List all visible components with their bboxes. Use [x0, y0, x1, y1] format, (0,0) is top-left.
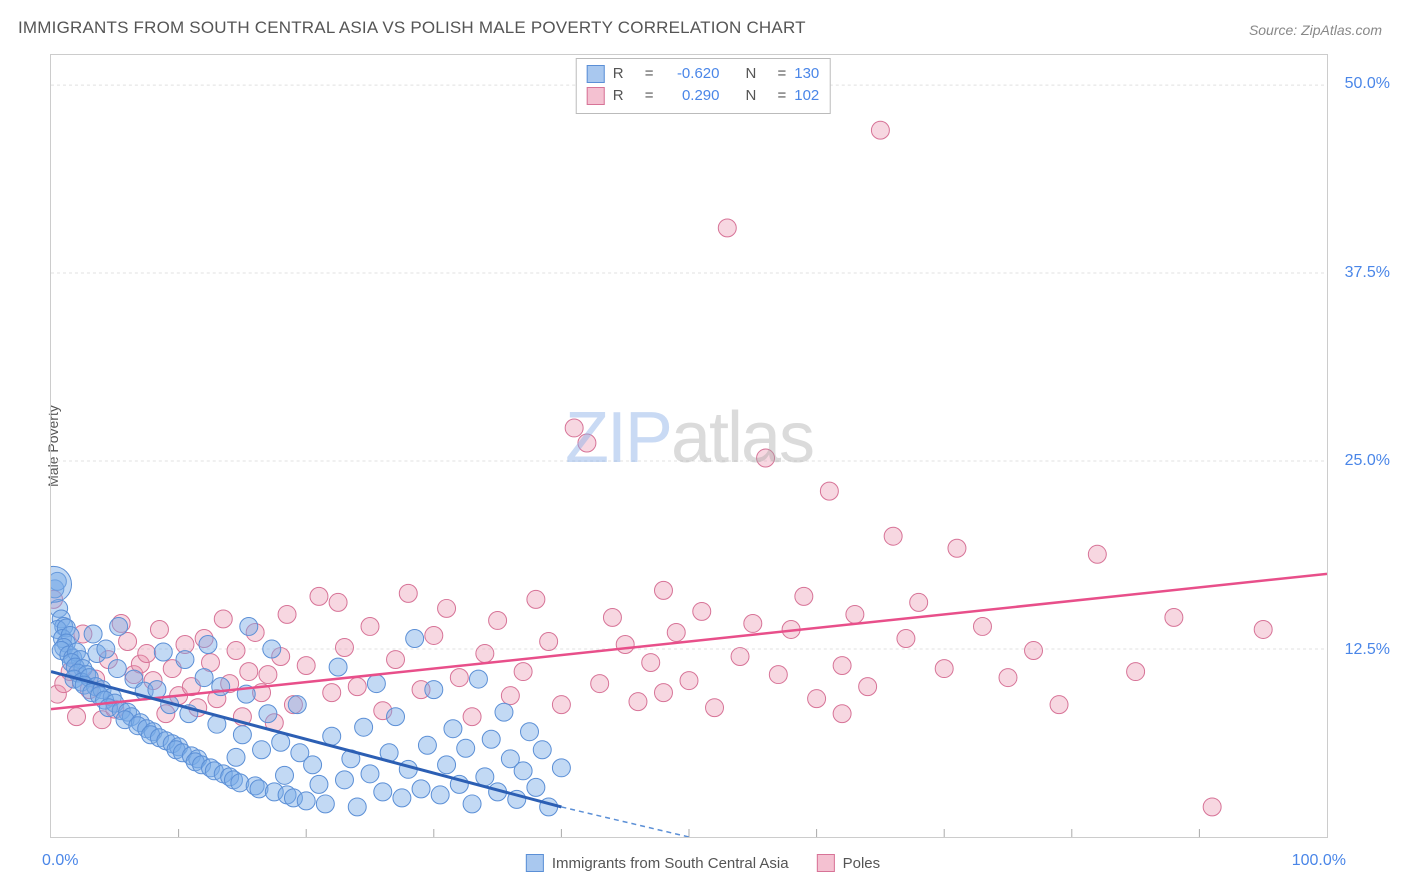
- legend-label: Immigrants from South Central Asia: [552, 855, 789, 872]
- y-tick-label: 50.0%: [1345, 75, 1390, 93]
- stat-r-value: 0.290: [661, 85, 719, 107]
- stat-eq: =: [777, 85, 786, 107]
- stats-legend: R = -0.620 N = 130 R = 0.290 N = 102: [576, 58, 831, 114]
- source-attribution: Source: ZipAtlas.com: [1249, 22, 1382, 38]
- stat-r-value: -0.620: [661, 63, 719, 85]
- plot-area: ZIPatlas: [50, 54, 1328, 838]
- legend-swatch: [587, 65, 605, 83]
- bottom-legend: Immigrants from South Central Asia Poles: [526, 854, 880, 872]
- legend-swatch: [526, 854, 544, 872]
- stat-eq: =: [777, 63, 786, 85]
- stat-r-label: R: [613, 63, 637, 85]
- stat-n-value: 130: [794, 63, 819, 85]
- stat-n-label: N: [745, 85, 769, 107]
- legend-swatch: [817, 854, 835, 872]
- legend-swatch: [587, 87, 605, 105]
- y-tick-label: 12.5%: [1345, 641, 1390, 659]
- stat-n-label: N: [745, 63, 769, 85]
- legend-label: Poles: [843, 855, 881, 872]
- stat-r-label: R: [613, 85, 637, 107]
- chart-title: IMMIGRANTS FROM SOUTH CENTRAL ASIA VS PO…: [18, 18, 806, 38]
- y-tick-label: 25.0%: [1345, 452, 1390, 470]
- stat-eq: =: [645, 63, 654, 85]
- legend-item: Poles: [817, 854, 881, 872]
- legend-item: Immigrants from South Central Asia: [526, 854, 789, 872]
- x-tick-label: 100.0%: [1292, 852, 1346, 870]
- stats-row: R = 0.290 N = 102: [587, 85, 820, 107]
- scatter-svg: [51, 55, 1327, 837]
- stat-n-value: 102: [794, 85, 819, 107]
- stat-eq: =: [645, 85, 654, 107]
- y-tick-label: 37.5%: [1345, 264, 1390, 282]
- stats-row: R = -0.620 N = 130: [587, 63, 820, 85]
- x-tick-label: 0.0%: [42, 852, 78, 870]
